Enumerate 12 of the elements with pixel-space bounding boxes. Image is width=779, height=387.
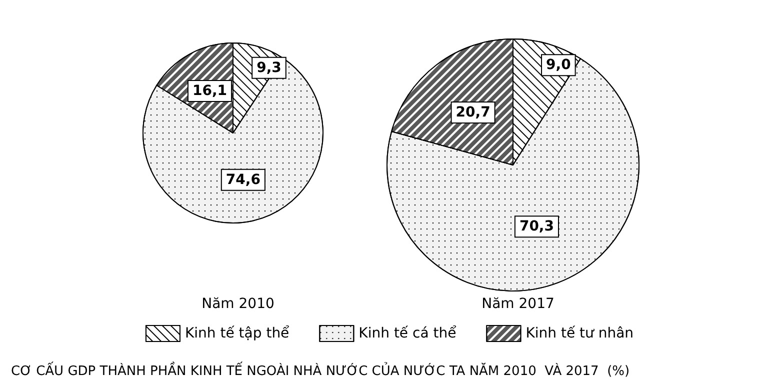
data-label: 16,1 bbox=[192, 83, 228, 100]
legend-label: Kinh tế tư nhân bbox=[526, 326, 634, 342]
data-label: 9,0 bbox=[546, 57, 572, 74]
legend-label: Kinh tế tập thể bbox=[184, 324, 290, 342]
legend-label: Kinh tế cá thể bbox=[358, 324, 457, 342]
slice-label: Năm 2010 bbox=[202, 296, 274, 312]
data-label: 9,3 bbox=[256, 60, 282, 76]
text: CƠ CẤU GDP THÀNH PHẦN KINH TẾ NGOÀI NHÀ NƯỚC CỦA NƯỚC TA NĂM 2010 VÀ 2017 (%) bbox=[11, 361, 630, 379]
data-label: 20,7 bbox=[456, 104, 490, 120]
data-label: 74,6 bbox=[226, 172, 260, 188]
data-label: 70,3 bbox=[519, 218, 554, 235]
slice-label: Năm 2017 bbox=[482, 296, 554, 312]
